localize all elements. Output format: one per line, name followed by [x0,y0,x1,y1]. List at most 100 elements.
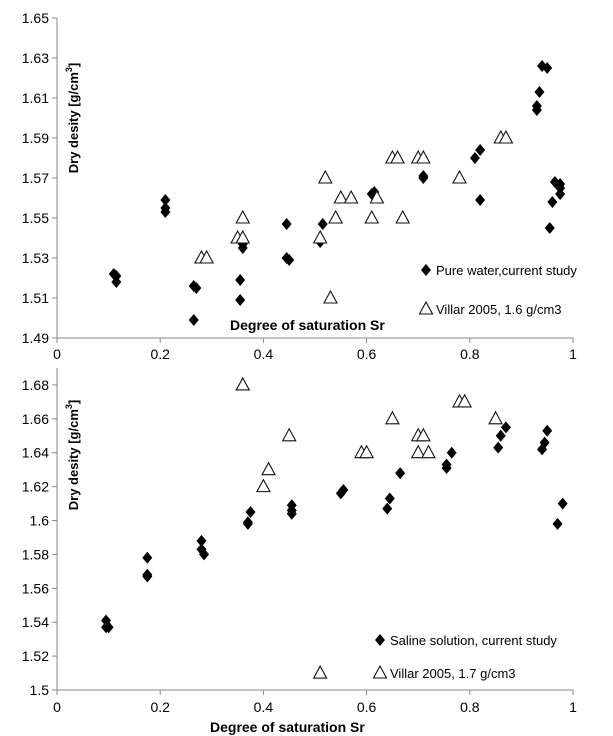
data-point-triangle [199,249,215,264]
data-point-diamond [111,276,122,288]
data-point-diamond [235,294,246,306]
data-point-diamond [160,194,171,206]
y-tick-label: 1.58 [22,546,49,562]
x-tick-label: 0.8 [460,699,480,715]
legend-label: Villar 2005, 1.7 g/cm3 [390,666,516,681]
x-tick-label: 0 [53,699,61,715]
data-point-diamond [552,517,563,530]
x-tick-label: 0.4 [254,346,274,362]
data-point-triangle [343,189,359,204]
data-point-diamond [384,492,395,505]
data-point-diamond [475,194,486,206]
data-point-triangle [359,444,375,459]
x-tick-label: 0.6 [357,699,377,715]
x-tick-label: 0.6 [357,346,377,362]
data-point-diamond [286,504,297,517]
data-point-diamond [500,421,511,434]
y-tick-label: 1.49 [22,330,49,346]
y-axis-title-bracket: ] [66,400,81,404]
data-point-diamond [235,274,246,286]
y-axis-title-main: Dry desity [g/cm [66,72,81,173]
x-tick-label: 1 [569,699,577,715]
data-point-triangle [323,289,338,304]
data-point-triangle [498,129,514,144]
data-point-triangle [333,189,349,204]
data-point-diamond [242,517,253,530]
y-axis-title-superscript: 3 [64,67,74,72]
y-tick-label: 1.6 [30,513,50,529]
data-point-diamond [475,144,486,156]
data-point-triangle [235,229,251,244]
data-point-triangle [369,189,385,204]
data-point-diamond [542,424,553,437]
data-point-diamond [338,484,349,497]
data-point-diamond [199,548,210,561]
y-axis-title-main: Dry desity [g/cm [66,409,81,510]
legend-marker-triangle [418,300,434,315]
y-tick-label: 1.62 [22,479,49,495]
y-tick-label: 1.53 [22,250,49,266]
data-point-diamond [557,497,568,510]
legend-marker-diamond [421,264,431,276]
data-point-diamond [544,222,555,234]
series-current-study [101,421,568,634]
data-point-diamond [469,152,480,164]
legend-label: Saline solution, current study [390,633,557,648]
y-tick-label: 1.5 [30,682,50,698]
x-axis-title: Degree of saturation Sr [210,719,365,735]
data-point-diamond [418,172,429,184]
data-point-triangle [235,209,251,224]
y-tick-label: 1.59 [22,130,49,146]
data-point-diamond [531,104,542,116]
data-point-diamond [284,254,295,266]
data-point-diamond [555,188,566,200]
data-point-diamond [191,282,202,294]
data-point-triangle [410,444,426,459]
data-point-diamond [542,62,553,74]
data-point-diamond [539,436,550,449]
data-point-triangle [235,376,251,391]
data-point-diamond [142,570,153,583]
y-tick-label: 1.56 [22,580,49,596]
y-tick-label: 1.64 [22,445,49,461]
data-point-triangle [488,410,504,425]
y-tick-label: 1.57 [22,170,49,186]
data-point-diamond [196,534,207,547]
data-point-diamond [317,218,328,230]
data-point-triangle [281,427,297,442]
data-point-diamond [281,218,292,230]
x-tick-label: 0.4 [254,699,274,715]
chart-bottom: 1.5 1.52 1.54 1.56 1.58 1.6 1.62 1.64 1.66 1.68 0 0… [22,368,577,735]
data-point-diamond [555,178,566,190]
series-villar-2005 [194,129,514,304]
y-tick-label: 1.66 [22,411,49,427]
x-tick-label: 0.2 [150,346,170,362]
y-tick-label: 1.55 [22,210,49,226]
y-tick-label: 1.63 [22,50,49,66]
data-point-diamond [395,467,406,480]
series-villar-2005 [235,376,504,679]
data-point-triangle [328,209,344,224]
y-axis-title-bracket: ] [66,63,81,67]
data-point-triangle [312,229,328,244]
data-point-diamond [142,551,153,564]
data-point-diamond [237,242,248,254]
data-point-diamond [160,206,171,218]
data-point-triangle [364,209,380,224]
data-point-triangle [457,393,473,408]
data-point-diamond [493,441,504,454]
y-tick-label: 1.65 [22,10,49,26]
x-axis-title: Degree of saturation Sr [230,317,385,333]
data-point-diamond [188,314,199,326]
x-tick-label: 0.2 [150,699,170,715]
x-tick-label: 0 [53,346,61,362]
data-point-diamond [534,86,545,98]
data-point-diamond [446,446,457,459]
y-axis-title: Dry desity [g/cm3] [64,63,81,174]
data-point-diamond [245,506,256,519]
data-point-triangle [384,410,400,425]
y-tick-label: 1.61 [22,90,49,106]
y-tick-label: 1.52 [22,648,49,664]
data-point-diamond [103,621,114,634]
